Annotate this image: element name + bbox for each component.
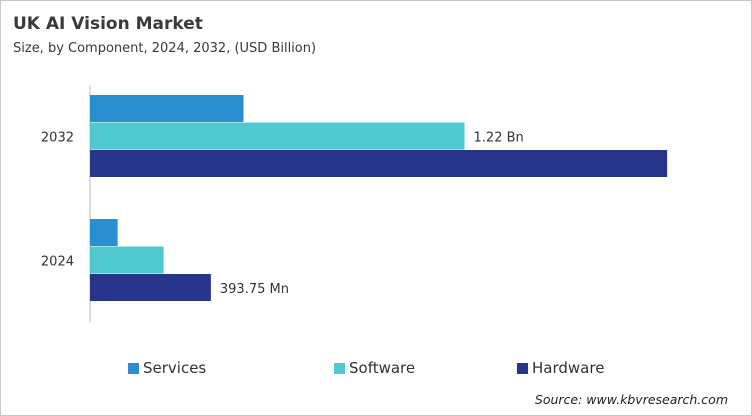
chart-subtitle: Size, by Component, 2024, 2032, (USD Bil… — [13, 41, 317, 56]
legend-swatch — [334, 362, 345, 374]
legend-label: Hardware — [532, 359, 605, 377]
legend-label: Services — [143, 359, 207, 377]
y-tick-label-2024: 2024 — [41, 254, 74, 269]
bar-hardware-2032 — [90, 150, 668, 177]
bar-services-2032 — [90, 95, 244, 122]
legend-swatch — [128, 362, 139, 374]
legend-item-software: Software — [334, 359, 415, 377]
source-note: Source: www.kbvresearch.com — [534, 392, 728, 407]
legend-label: Software — [349, 359, 416, 377]
legend-swatch — [517, 362, 528, 374]
legend-item-hardware: Hardware — [517, 359, 604, 377]
y-tick-label-2032: 2032 — [41, 130, 74, 145]
bar-hardware-2024 — [90, 274, 211, 301]
data-label-software-2032: 1.22 Bn — [474, 130, 524, 145]
legend-item-services: Services — [128, 359, 206, 377]
data-label-hardware-2024: 393.75 Mn — [220, 282, 289, 297]
bar-software-2024 — [90, 246, 164, 274]
bar-software-2032 — [90, 122, 465, 150]
bar-services-2024 — [90, 219, 118, 246]
chart-title: UK AI Vision Market — [13, 14, 203, 34]
